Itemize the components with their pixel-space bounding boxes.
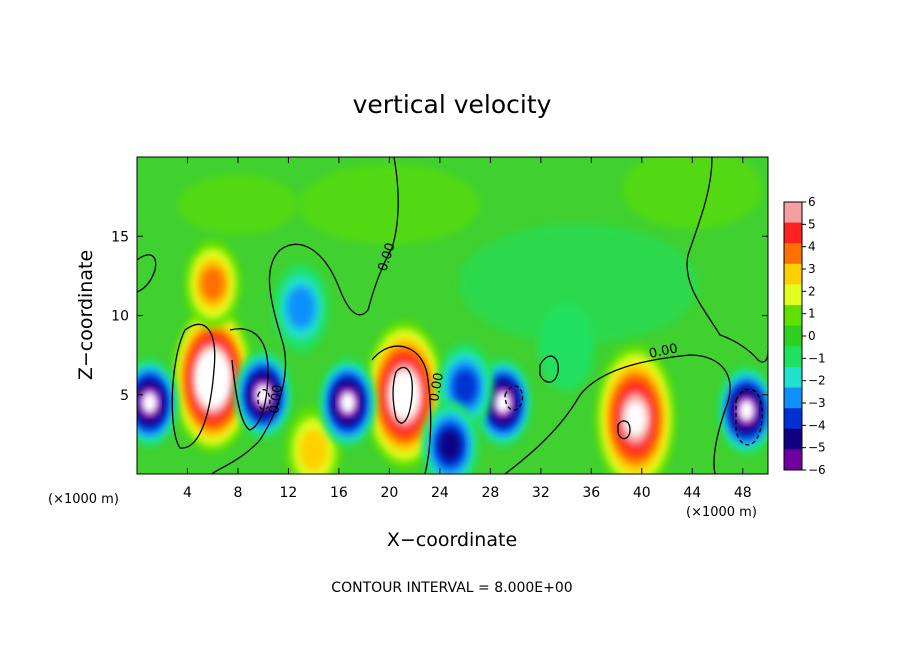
field-blob: [622, 157, 763, 229]
field-blob: [624, 400, 647, 437]
colorbar-tick-label: 0: [808, 329, 816, 343]
colorbar-tick-label: −2: [808, 374, 826, 388]
x-tick-label: 28: [481, 485, 499, 501]
field-blob: [458, 223, 699, 344]
contour-line: [171, 323, 216, 449]
colorbar-swatch: [784, 305, 802, 327]
x-tick-label: 16: [330, 485, 348, 501]
x-tick-label: 48: [734, 485, 752, 501]
field-blob: [439, 430, 461, 461]
colorbar-tick-label: 2: [808, 284, 816, 298]
field-blob: [394, 378, 415, 412]
y-tick-label: 5: [120, 388, 129, 404]
colorbar-swatch: [784, 202, 802, 224]
field-blob: [737, 398, 756, 423]
field-blob: [494, 390, 512, 415]
colorbar-swatch: [784, 428, 802, 450]
colorbar-tick-label: −4: [808, 418, 826, 432]
colorbar-swatch: [784, 366, 802, 389]
colorbar-tick-label: −3: [808, 396, 826, 410]
contour-line: [392, 366, 413, 424]
y-axis-title: Z−coordinate: [75, 250, 97, 380]
contour-line: [504, 354, 731, 474]
x-unit-right: (×1000 m): [686, 505, 757, 520]
y-tick-label: 15: [111, 229, 129, 245]
field-blob: [453, 369, 478, 405]
x-tick-label: 4: [183, 485, 192, 501]
y-tick-label: 10: [111, 309, 129, 325]
field-blobs: [137, 157, 768, 474]
field-blob: [177, 174, 298, 235]
contour-line: [617, 420, 631, 440]
field-blob: [299, 164, 480, 245]
x-tick-label: 24: [431, 485, 449, 501]
colorbar: 6 5 4 3 2 1 0 −1 −2 −3 −4 −5 −6: [783, 195, 826, 477]
colorbar-tick-label: 1: [808, 307, 816, 321]
field-blob: [299, 429, 328, 472]
x-unit-left: (×1000 m): [48, 492, 119, 507]
colorbar-tick-label: −6: [808, 463, 826, 477]
colorbar-swatch: [784, 263, 802, 285]
contour-line: [686, 157, 768, 363]
contour-line: [735, 388, 763, 446]
colorbar-swatch: [784, 284, 802, 306]
field-blob: [200, 266, 225, 302]
field-blob: [140, 390, 159, 415]
y-axis: 5 10 15: [111, 229, 768, 404]
colorbar-swatch: [784, 449, 802, 471]
colorbar-tick-label: 6: [808, 195, 816, 209]
field-blob: [338, 390, 357, 415]
colorbar-tick-label: 4: [808, 240, 816, 254]
contour-lines: [137, 157, 768, 474]
x-tick-label: 32: [532, 485, 550, 501]
field-blob: [286, 286, 316, 329]
contour-line: [539, 355, 559, 383]
x-tick-label: 20: [380, 485, 398, 501]
colorbar-tick-label: −1: [808, 351, 826, 365]
contour-line: [211, 157, 399, 474]
plot-area: [137, 157, 768, 474]
colorbar-swatch: [784, 243, 802, 265]
colorbar-tick-label: −5: [808, 441, 826, 455]
colorbar-swatch: [784, 346, 802, 368]
contour-label: 0.00: [648, 341, 679, 362]
colorbar-swatch: [784, 325, 802, 347]
colorbar-tick-label: 3: [808, 262, 816, 276]
colorbar-tick-label: 5: [808, 217, 816, 231]
colorbar-swatch: [784, 408, 802, 430]
contour-label: 0.00: [267, 384, 286, 415]
x-tick-label: 40: [633, 485, 651, 501]
x-tick-label: 36: [582, 485, 600, 501]
x-axis: 4 8 12 16 20 24 28 32 36 40 44 48: [183, 157, 752, 501]
colorbar-swatch: [784, 222, 802, 244]
contour-line: [137, 254, 157, 293]
colorbar-swatch: [784, 387, 802, 409]
contour-label: 0.00: [427, 372, 447, 403]
field-blob: [547, 319, 585, 376]
x-tick-label: 12: [280, 485, 298, 501]
x-tick-label: 8: [233, 485, 242, 501]
contour-interval-text: CONTOUR INTERVAL = 8.000E+00: [331, 580, 572, 596]
contour-labels: 0.00 0.00 0.00 0.00: [267, 241, 679, 414]
x-tick-label: 44: [683, 485, 701, 501]
contour-line: [257, 389, 271, 411]
contour-line: [229, 328, 269, 431]
x-axis-title: X−coordinate: [387, 529, 517, 551]
contour-line: [371, 345, 432, 474]
contour-line: [504, 385, 524, 411]
chart-title: vertical velocity: [353, 90, 552, 119]
